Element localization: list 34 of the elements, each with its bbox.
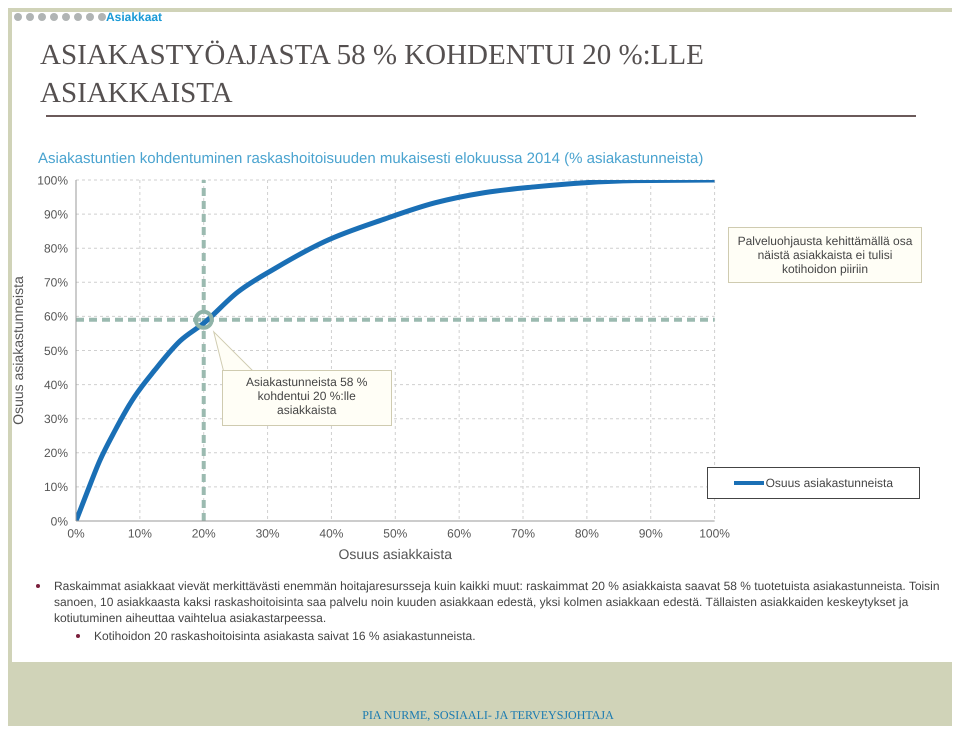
y-tick-label: 40% — [44, 378, 68, 392]
text: Raskaimmat asiakkaat vievät merkittävästi enemmän hoitajaresursseja kuin kaikki muut: raskaimmat 20 % asiakkaista saavat 58 % tuotetuista asiakastunneista. Toisin sanoen, 10 asiakkaasta kaksi raskashoitoisinta saa palvelu noin kuuden asiakkaan edestä, yksi kolmen asiakkaan edestä. Tällaisten asiakkaiden keskeytykset ja kotiutuminen aiheuttaa vaihtelua asiakastarpeessa. — [54, 578, 941, 626]
chart-title: ASIAKASTYÖAJASTA 58 % KOHDENTUI 20 %:LLE ASIAKKAISTA — [40, 38, 705, 111]
y-tick-label: 50% — [44, 344, 68, 358]
y-tick-label: 100% — [37, 173, 68, 188]
x-tick-label: 100% — [699, 526, 730, 541]
x-tick-label: 60% — [447, 526, 472, 541]
text: Asiakkaat — [106, 10, 162, 24]
x-tick-label: 70% — [511, 526, 536, 541]
text: Kotihoidon 20 raskashoitoisinta asiakasta saivat 16 % asiakastunneista. — [94, 628, 476, 644]
y-tick-label: 20% — [44, 446, 68, 460]
y-tick-label: 0% — [50, 514, 68, 528]
y-tick-label: 90% — [44, 207, 68, 222]
y-tick-label: 80% — [44, 241, 68, 256]
legend-label: Osuus asiakastunneista — [764, 476, 893, 490]
x-tick-label: 90% — [638, 526, 664, 541]
x-tick-label: 80% — [574, 526, 600, 541]
annotation: Asiakastunneista 58 % kohdentui 20 %:lle asiakkaista — [222, 370, 392, 426]
x-tick-label: 50% — [383, 526, 408, 541]
y-axis-title: Osuus asiakastunneista — [10, 276, 26, 425]
chart-subtitle: Asiakastuntien kohdentuminen raskashoitoisuuden mukaisesti elokuussa 2014 (% asiakastunneista) — [38, 150, 704, 167]
text: PIA NURME, SOSIAALI- JA TERVEYSJOHTAJA — [361, 708, 615, 723]
callout: Asiakastunneista 58 % kohdentui 20 %:lle asiakkaista — [194, 310, 392, 426]
x-tick-label: 20% — [192, 526, 216, 541]
x-tick-label: 0% — [67, 526, 85, 541]
x-axis-title: Osuus asiakkaista — [338, 546, 452, 562]
x-tick-label: 10% — [128, 526, 152, 541]
x-tick-label: 40% — [319, 526, 344, 541]
y-tick-label: 70% — [44, 276, 68, 290]
y-tick-label: 60% — [44, 310, 68, 324]
x-tick-label: 30% — [256, 526, 280, 541]
y-tick-label: 10% — [44, 480, 68, 494]
y-tick-label: 30% — [44, 412, 68, 426]
text: Palveluohjausta kehittämällä osa näistä asiakkaista ei tulisi kotihoidon piiriin — [728, 227, 922, 283]
